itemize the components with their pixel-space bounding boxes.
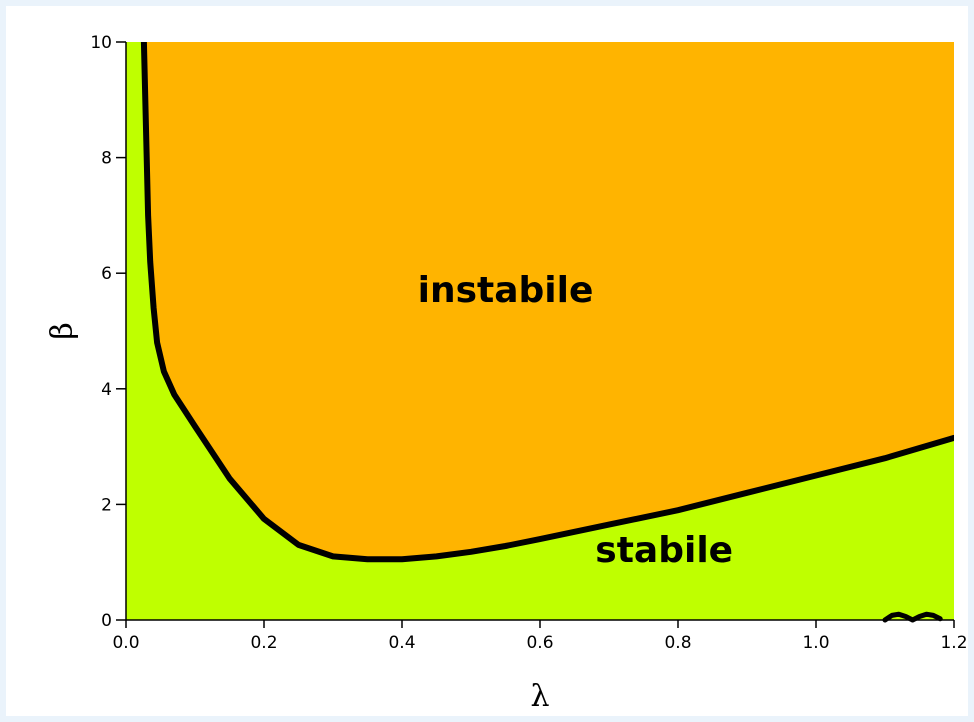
x-tick-label: 1.0 bbox=[802, 633, 829, 653]
x-tick-label: 1.2 bbox=[940, 633, 967, 653]
y-tick-label: 8 bbox=[101, 149, 112, 169]
x-tick-label: 0.8 bbox=[664, 633, 691, 653]
region-annotations: instabile stabile bbox=[418, 270, 733, 571]
y-axis-title: β bbox=[45, 322, 80, 339]
stability-boundary-line bbox=[140, 42, 954, 563]
region-label: instabile bbox=[418, 270, 594, 311]
y-tick-label: 2 bbox=[101, 495, 112, 515]
region-label: stabile bbox=[595, 530, 733, 571]
x-tick-label: 0.0 bbox=[112, 633, 139, 653]
y-tick-label: 6 bbox=[101, 264, 112, 284]
y-tick-label: 4 bbox=[101, 380, 112, 400]
x-tick-label: 0.2 bbox=[250, 633, 277, 653]
x-axis-ticks: 0.0 0.2 0.4 0.6 0.8 1.0 1.2 bbox=[112, 620, 968, 653]
y-tick-label: 0 bbox=[101, 611, 112, 631]
y-axis-ticks: 0 2 4 6 8 10 bbox=[90, 33, 126, 631]
y-tick-label: 10 bbox=[90, 33, 112, 53]
x-tick-label: 0.6 bbox=[526, 633, 553, 653]
unstable-region bbox=[143, 42, 954, 560]
x-tick-label: 0.4 bbox=[388, 633, 415, 653]
x-axis-title: λ bbox=[530, 679, 549, 714]
